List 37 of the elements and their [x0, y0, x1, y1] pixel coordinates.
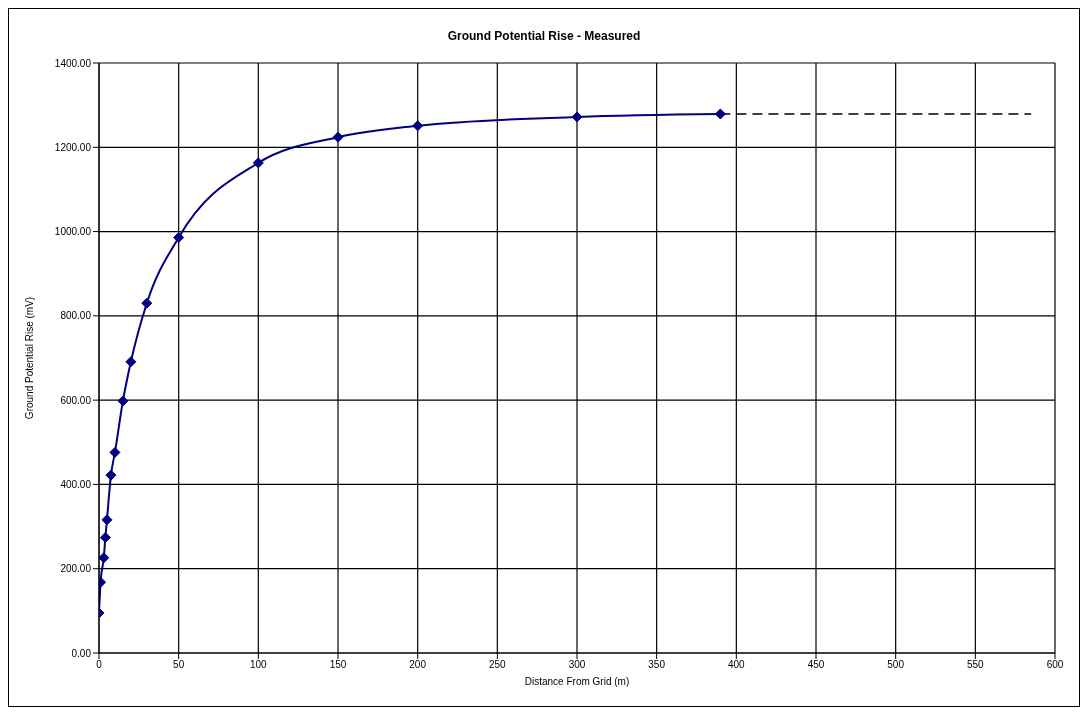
- point: [173, 231, 185, 243]
- y-tick-label: 200.00: [60, 563, 92, 575]
- x-tick-label: 350: [648, 659, 666, 671]
- point: [571, 111, 583, 123]
- x-tick-label: 450: [807, 659, 825, 671]
- x-tick-label: 550: [966, 659, 985, 671]
- x-tick-label: 150: [329, 659, 347, 671]
- y-tick-label: 1000.00: [54, 226, 92, 238]
- y-tick-label: 0.00: [71, 647, 92, 659]
- point: [412, 120, 424, 132]
- y-tick-label: 400.00: [60, 478, 92, 490]
- point: [117, 395, 129, 407]
- x-tick-label: 0: [96, 659, 103, 671]
- x-tick-label: 100: [249, 659, 268, 671]
- y-tick-label: 1400.00: [54, 57, 92, 69]
- point: [99, 552, 110, 564]
- y-tick-label: 1200.00: [54, 141, 92, 153]
- x-tick-label: 50: [173, 659, 185, 671]
- y-tick-label: 600.00: [60, 394, 92, 406]
- x-tick-label: 300: [568, 659, 586, 671]
- point: [105, 469, 117, 481]
- point: [101, 514, 113, 526]
- chart-title: Ground Potential Rise - Measured: [446, 28, 642, 45]
- point: [252, 157, 264, 169]
- point: [141, 297, 153, 309]
- x-tick-label: 400: [727, 659, 746, 671]
- x-axis-title: Distance From Grid (m): [524, 676, 630, 687]
- x-tick-label: 200: [409, 659, 427, 671]
- x-tick-label: 600: [1046, 659, 1064, 671]
- point: [332, 131, 344, 143]
- x-tick-label: 250: [488, 659, 507, 671]
- point: [125, 356, 137, 368]
- point: [714, 108, 726, 120]
- y-axis-title: Ground Potential Rise (mV): [23, 296, 35, 420]
- x-tick-label: 500: [887, 659, 905, 671]
- point: [109, 446, 121, 458]
- y-tick-label: 800.00: [60, 310, 92, 322]
